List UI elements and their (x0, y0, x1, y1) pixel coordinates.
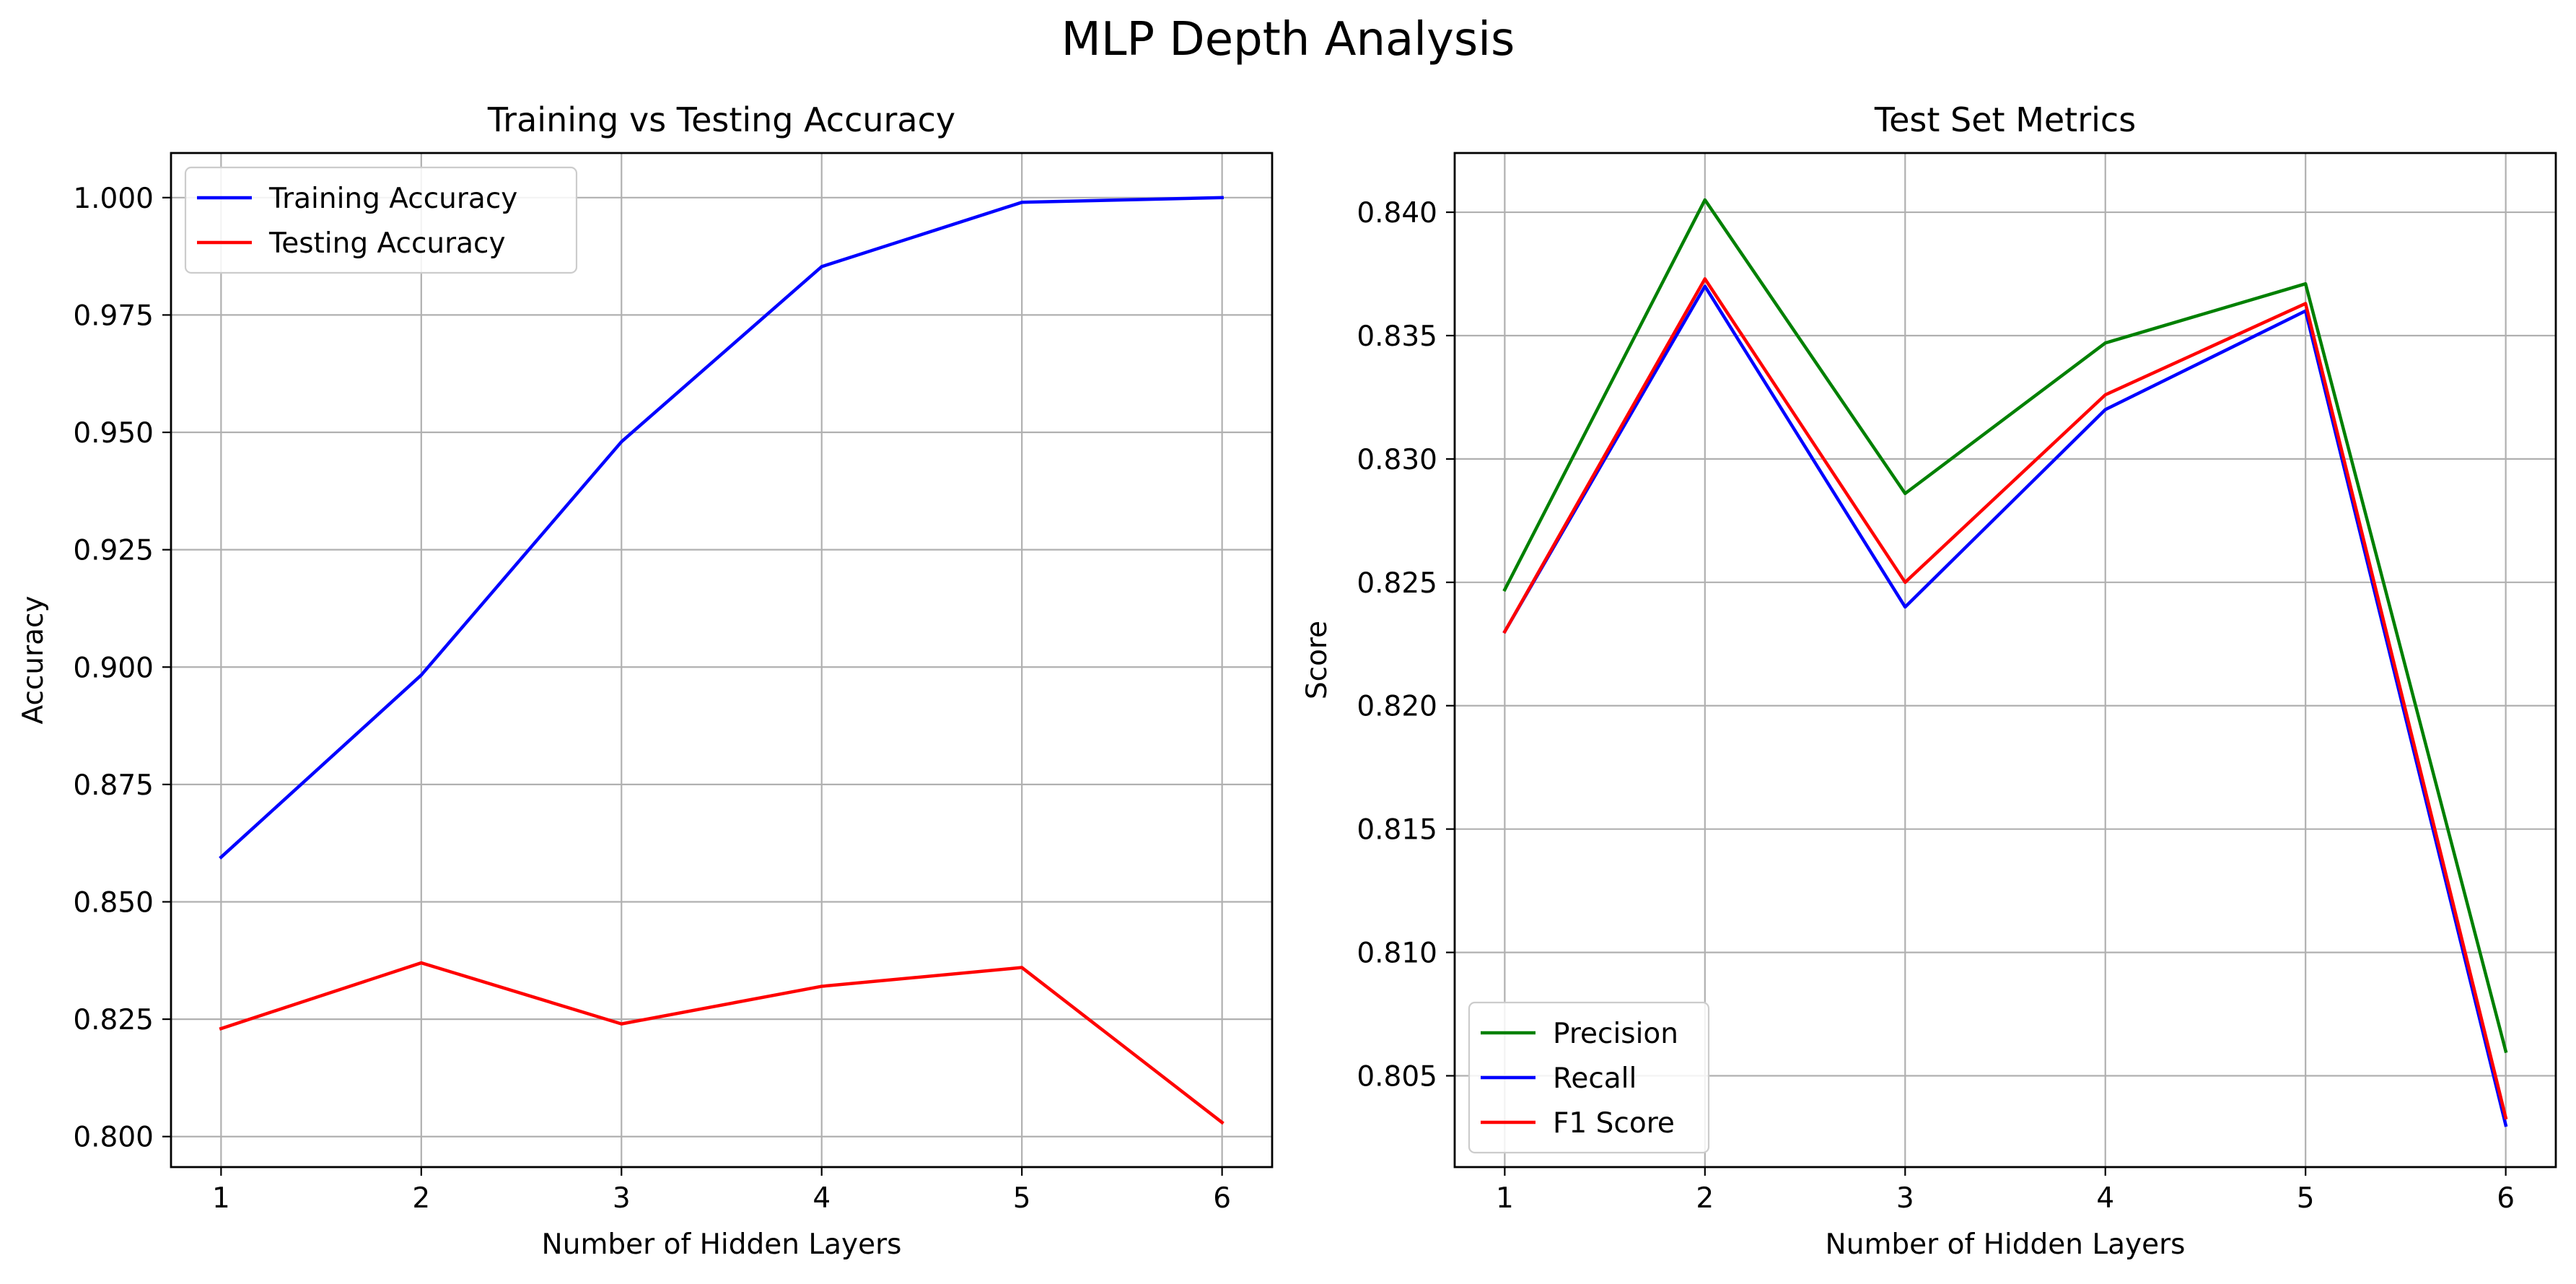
series-line-precision (1502, 198, 2508, 1054)
legend-box (1468, 1001, 1710, 1154)
legend-label: Precision (1553, 1018, 1678, 1050)
plot-frame (1453, 152, 2557, 1169)
x-tick-label: 5 (1013, 1182, 1031, 1215)
x-tick-label: 2 (1696, 1182, 1714, 1215)
accuracy-chart: Training vs Testing Accuracy 1 2 3 4 5 6 0.800 0… (17, 100, 1274, 1261)
y-tick-label: 0.815 (1357, 814, 1437, 847)
y-tick-label: 0.825 (73, 1004, 154, 1036)
series-line-f1-score (1502, 277, 2508, 1120)
y-tick-label: 0.900 (73, 652, 154, 684)
y-tick-label: 0.805 (1357, 1061, 1437, 1093)
series-line-testing-accuracy (219, 961, 1225, 1125)
legend-label: Recall (1553, 1062, 1637, 1095)
legend-label: Training Accuracy (268, 183, 517, 215)
legend: Training Accuracy Testing Accuracy (184, 166, 578, 274)
y-tick-label: 0.820 (1357, 691, 1437, 723)
x-tick-label: 4 (812, 1182, 831, 1215)
x-tick-label: 3 (1896, 1182, 1914, 1215)
y-tick-label: 0.950 (73, 417, 154, 450)
x-tick-label: 1 (1496, 1182, 1514, 1215)
y-tick-label: 0.810 (1357, 938, 1437, 970)
y-tick-label: 0.800 (73, 1122, 154, 1154)
y-tick-label: 0.925 (73, 535, 154, 567)
y-tick-label: 0.835 (1357, 320, 1437, 353)
legend: Precision Recall F1 Score (1468, 1001, 1710, 1154)
legend-box (184, 166, 578, 274)
y-tick-label: 1.000 (73, 183, 154, 215)
metrics-chart: Test Set Metrics 1 2 3 4 5 6 0.805 0.810 0.815 0.8… (1301, 100, 2557, 1261)
x-tick-label: 6 (2497, 1182, 2515, 1215)
x-tick-label: 6 (1213, 1182, 1231, 1215)
legend-label: F1 Score (1553, 1107, 1675, 1140)
x-tick-label: 2 (412, 1182, 430, 1215)
figure-title: MLP Depth Analysis (1061, 13, 1515, 66)
plot-frame (170, 152, 1274, 1169)
y-axis-label: Score (1301, 621, 1333, 699)
y-axis-label: Accuracy (17, 595, 50, 724)
y-tick-label: 0.830 (1357, 444, 1437, 476)
x-tick-label: 3 (613, 1182, 631, 1215)
chart-title: Training vs Testing Accuracy (487, 100, 955, 139)
y-tick-label: 0.825 (1357, 567, 1437, 600)
x-tick-label: 5 (2297, 1182, 2315, 1215)
y-tick-label: 0.840 (1357, 197, 1437, 230)
series-line-recall (1502, 284, 2508, 1127)
x-tick-label: 4 (2096, 1182, 2114, 1215)
x-axis-label: Number of Hidden Layers (1826, 1228, 2186, 1261)
chart-title: Test Set Metrics (1874, 100, 2136, 139)
y-tick-label: 0.850 (73, 886, 154, 919)
y-tick-label: 0.975 (73, 300, 154, 332)
series-line-training-accuracy (219, 196, 1224, 860)
x-axis-label: Number of Hidden Layers (542, 1228, 902, 1261)
legend-label: Testing Accuracy (268, 227, 506, 260)
y-tick-label: 0.875 (73, 769, 154, 802)
x-tick-label: 1 (212, 1182, 230, 1215)
